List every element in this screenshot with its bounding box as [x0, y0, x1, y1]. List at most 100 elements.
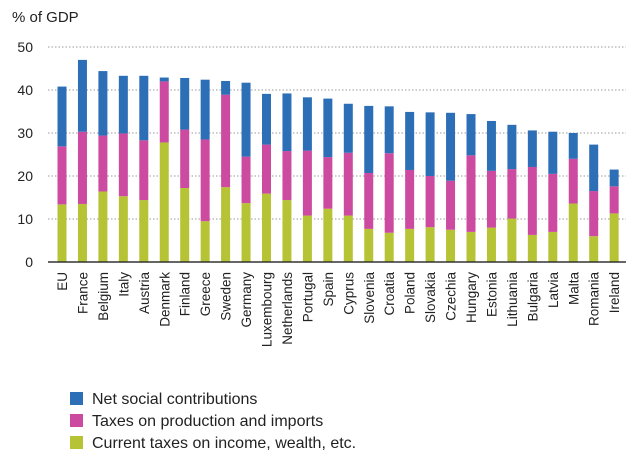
bar-segment-netherlands-1: [282, 151, 292, 201]
bar-segment-cyprus-1: [343, 152, 353, 216]
bar-segment-malta-2: [568, 133, 578, 159]
bar-segment-croatia-0: [384, 232, 394, 262]
bar-segment-portugal-0: [302, 215, 312, 262]
legend-label: Net social contributions: [92, 391, 257, 408]
category-label: Germany: [239, 272, 254, 328]
bar-segment-latvia-1: [548, 173, 558, 232]
bar-segment-germany-0: [241, 203, 251, 262]
bar-segment-slovakia-0: [425, 227, 435, 262]
bar-segment-estonia-0: [486, 227, 496, 262]
category-label: Poland: [403, 272, 418, 314]
category-label: Cyprus: [341, 272, 356, 315]
bar-segment-sweden-2: [221, 80, 231, 95]
bar-segment-austria-0: [139, 200, 149, 262]
bar-segment-czechia-0: [446, 229, 456, 262]
y-tick-labels: 0 10 20 30 40 50: [17, 39, 33, 270]
bar-segment-romania-1: [589, 191, 599, 237]
category-label: Luxembourg: [260, 272, 275, 347]
category-label: Lithuania: [505, 272, 520, 327]
bar-segment-denmark-2: [159, 77, 169, 82]
bar-segment-lithuania-1: [507, 169, 517, 219]
bar-segment-bulgaria-2: [527, 130, 537, 167]
bar-segment-greece-1: [200, 139, 210, 222]
bar-segment-netherlands-0: [282, 200, 292, 262]
bar-segment-slovenia-2: [364, 105, 374, 173]
bars: [57, 59, 619, 262]
bar-segment-belgium-0: [98, 191, 108, 262]
category-label: Austria: [137, 272, 152, 315]
category-label: Czechia: [444, 272, 459, 321]
category-label: Netherlands: [280, 272, 295, 345]
bar-segment-denmark-1: [159, 81, 169, 143]
category-label: Denmark: [157, 272, 172, 327]
y-tick-label: 50: [17, 39, 33, 55]
bar-segment-malta-0: [568, 203, 578, 262]
bar-segment-luxembourg-1: [262, 144, 271, 194]
bar-segment-austria-2: [139, 75, 149, 141]
bar-segment-greece-0: [200, 221, 210, 262]
bar-segment-belgium-1: [98, 135, 108, 192]
category-label: EU: [55, 272, 70, 291]
bar-segment-greece-2: [200, 79, 210, 140]
legend-label: Taxes on production and imports: [92, 413, 323, 430]
bar-segment-hungary-1: [466, 155, 476, 232]
bar-segment-austria-1: [139, 140, 149, 201]
bar-segment-spain-1: [323, 157, 333, 209]
bar-segment-portugal-1: [302, 150, 312, 216]
bar-segment-slovenia-0: [364, 228, 374, 262]
category-label: Malta: [566, 272, 581, 306]
bar-segment-portugal-2: [302, 97, 312, 151]
bar-segment-cyprus-2: [343, 103, 353, 153]
category-label: Bulgaria: [525, 272, 540, 322]
bar-segment-france-2: [77, 59, 87, 132]
category-label: Slovakia: [423, 272, 438, 324]
y-tick-label: 30: [17, 125, 33, 141]
y-tick-label: 20: [17, 168, 33, 184]
bar-segment-czechia-1: [446, 180, 456, 230]
bar-segment-finland-1: [180, 129, 190, 189]
bar-segment-spain-0: [323, 208, 333, 262]
bar-segment-italy-1: [118, 133, 128, 197]
bar-segment-sweden-0: [221, 187, 231, 262]
category-label: Italy: [116, 272, 131, 297]
bar-segment-estonia-1: [486, 170, 496, 228]
bar-segment-slovakia-2: [425, 112, 435, 176]
bar-segment-italy-0: [118, 196, 128, 262]
bar-segment-denmark-0: [159, 142, 169, 262]
category-label: Sweden: [219, 272, 234, 321]
bar-segment-eu-1: [57, 146, 67, 205]
bar-segment-finland-2: [180, 77, 190, 130]
bar-segment-hungary-2: [466, 114, 476, 156]
bar-segment-cyprus-0: [343, 215, 353, 262]
legend-label: Current taxes on income, wealth, etc.: [92, 435, 356, 452]
category-label: Greece: [198, 272, 213, 316]
bar-segment-croatia-1: [384, 153, 394, 233]
legend-swatch: [70, 392, 83, 405]
category-label: Romania: [587, 272, 602, 327]
bar-segment-ireland-2: [609, 169, 619, 187]
category-label: Estonia: [484, 272, 499, 318]
bar-segment-italy-2: [118, 75, 128, 134]
category-label: Slovenia: [362, 272, 377, 324]
category-label: Croatia: [382, 272, 397, 316]
gridlines: [48, 46, 626, 220]
bar-segment-france-0: [77, 203, 87, 262]
bar-segment-sweden-1: [221, 94, 231, 188]
bar-segment-germany-2: [241, 82, 251, 157]
bar-segment-belgium-2: [98, 71, 108, 136]
legend: Net social contributions Taxes on product…: [70, 391, 356, 452]
bar-segment-malta-1: [568, 158, 578, 204]
bar-segment-slovenia-1: [364, 172, 374, 229]
bar-segment-czechia-2: [446, 112, 456, 181]
category-label: Finland: [178, 272, 193, 316]
bar-segment-ireland-0: [609, 213, 619, 262]
bar-segment-netherlands-2: [282, 93, 292, 152]
bar-segment-luxembourg-0: [262, 193, 271, 262]
category-label: Ireland: [607, 272, 622, 313]
bar-segment-spain-2: [323, 98, 333, 158]
legend-swatch: [70, 414, 83, 427]
bar-segment-luxembourg-2: [262, 93, 271, 145]
y-axis-label: % of GDP: [12, 9, 79, 26]
bar-segment-finland-0: [180, 188, 190, 262]
